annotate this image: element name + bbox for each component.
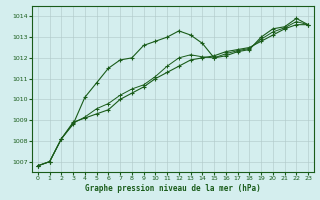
X-axis label: Graphe pression niveau de la mer (hPa): Graphe pression niveau de la mer (hPa) (85, 184, 261, 193)
